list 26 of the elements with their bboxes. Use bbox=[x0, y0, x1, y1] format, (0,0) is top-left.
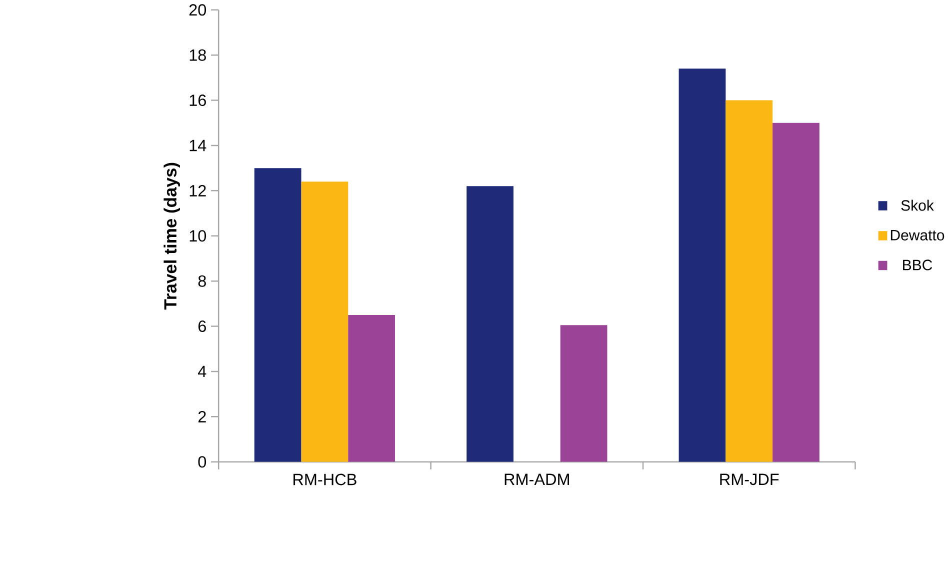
y-tick-label: 12 bbox=[190, 184, 206, 196]
y-tick-label: 2 bbox=[198, 410, 206, 422]
bar bbox=[726, 100, 773, 462]
legend-label: Skok bbox=[901, 200, 934, 211]
y-tick-label: 20 bbox=[189, 4, 206, 16]
bar bbox=[348, 314, 396, 462]
bar bbox=[772, 122, 820, 462]
y-axis-title: Travel time (days) bbox=[164, 162, 180, 310]
y-tick-label: 16 bbox=[190, 94, 206, 106]
y-tick-label: 6 bbox=[198, 320, 206, 332]
x-tick-label: RM-JDF bbox=[720, 474, 779, 486]
y-tick-label: 18 bbox=[190, 49, 206, 61]
bar bbox=[254, 168, 302, 462]
y-tick-label: 8 bbox=[198, 275, 206, 287]
bar bbox=[560, 325, 608, 462]
y-tick-label: 10 bbox=[190, 230, 206, 242]
y-tick-label: 0 bbox=[198, 456, 206, 468]
y-tick-label: 4 bbox=[198, 366, 206, 378]
legend-label: Dewatto bbox=[890, 230, 944, 240]
x-tick-label: RM-ADM bbox=[504, 474, 569, 485]
legend-label: BBC bbox=[903, 260, 932, 270]
y-tick-label: 14 bbox=[190, 140, 206, 152]
x-tick-label: RM-HCB bbox=[294, 474, 356, 486]
bar bbox=[301, 182, 348, 462]
bar bbox=[466, 186, 514, 462]
bar bbox=[678, 68, 726, 462]
